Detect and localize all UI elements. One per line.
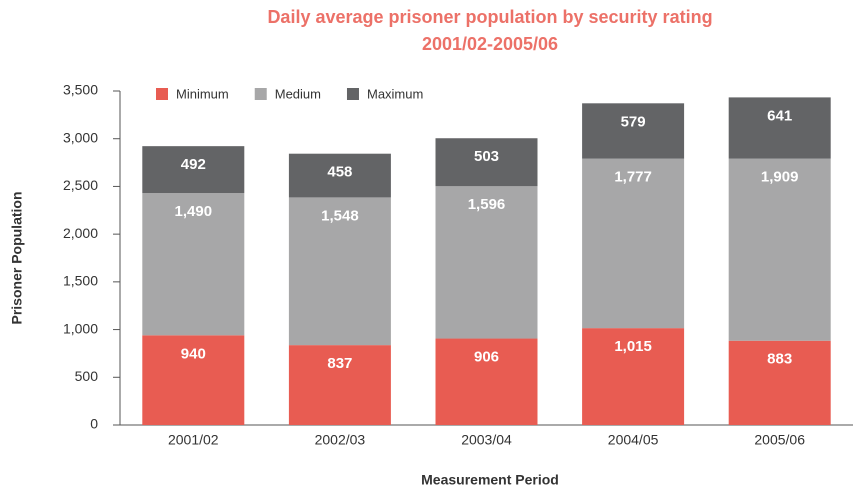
bar-segment bbox=[582, 158, 685, 329]
bar-segment bbox=[435, 338, 538, 425]
bar-segment bbox=[435, 186, 538, 339]
legend-swatch bbox=[346, 88, 359, 100]
y-tick-label: 0 bbox=[90, 416, 98, 432]
chart-title: Daily average prisoner population by sec… bbox=[267, 7, 712, 27]
x-tick-label: 2005/06 bbox=[754, 432, 805, 448]
bar-segment bbox=[288, 345, 391, 425]
legend-label: Minimum bbox=[176, 86, 229, 101]
chart-subtitle: 2001/02-2005/06 bbox=[422, 34, 558, 54]
y-tick-label: 3,000 bbox=[63, 129, 98, 145]
value-label: 1,015 bbox=[614, 338, 652, 355]
value-label: 1,777 bbox=[614, 169, 652, 186]
bar-segment bbox=[142, 146, 245, 194]
value-label: 1,909 bbox=[761, 169, 799, 186]
value-label: 641 bbox=[767, 107, 792, 124]
bar-segment bbox=[728, 158, 831, 341]
bar-segment bbox=[288, 153, 391, 198]
value-label: 1,548 bbox=[321, 207, 359, 224]
bar-segment bbox=[582, 328, 685, 425]
y-tick-label: 1,000 bbox=[63, 320, 98, 336]
x-tick-label: 2001/02 bbox=[168, 432, 219, 448]
value-label: 503 bbox=[474, 148, 499, 165]
value-label: 492 bbox=[181, 156, 206, 173]
bar-segment bbox=[582, 103, 685, 159]
value-label: 837 bbox=[327, 355, 352, 372]
bar-segment bbox=[288, 197, 391, 346]
y-axis-title: Prisoner Population bbox=[9, 191, 25, 324]
y-tick-label: 3,500 bbox=[63, 82, 98, 98]
value-label: 1,596 bbox=[468, 196, 506, 213]
x-tick-label: 2002/03 bbox=[315, 432, 366, 448]
value-label: 1,490 bbox=[175, 203, 213, 220]
y-tick-label: 2,500 bbox=[63, 177, 98, 193]
value-label: 940 bbox=[181, 345, 206, 362]
bar-segment bbox=[728, 97, 831, 159]
legend-swatch bbox=[156, 88, 168, 100]
x-axis-title: Measurement Period bbox=[421, 472, 559, 488]
legend-label: Medium bbox=[275, 86, 321, 101]
y-tick-label: 1,500 bbox=[63, 273, 98, 289]
value-label: 906 bbox=[474, 349, 499, 366]
value-label: 458 bbox=[327, 164, 352, 181]
legend-label: Maximum bbox=[367, 86, 423, 101]
bar-segment bbox=[435, 138, 538, 187]
bar-segment bbox=[728, 340, 831, 425]
value-label: 579 bbox=[621, 113, 646, 130]
value-label: 883 bbox=[767, 351, 792, 368]
x-tick-label: 2004/05 bbox=[608, 432, 659, 448]
y-tick-label: 2,000 bbox=[63, 225, 98, 241]
bar-segment bbox=[142, 335, 245, 425]
bar-segment bbox=[142, 193, 245, 336]
legend-swatch bbox=[254, 88, 267, 100]
y-tick-label: 500 bbox=[75, 368, 99, 384]
x-tick-label: 2003/04 bbox=[461, 432, 512, 448]
